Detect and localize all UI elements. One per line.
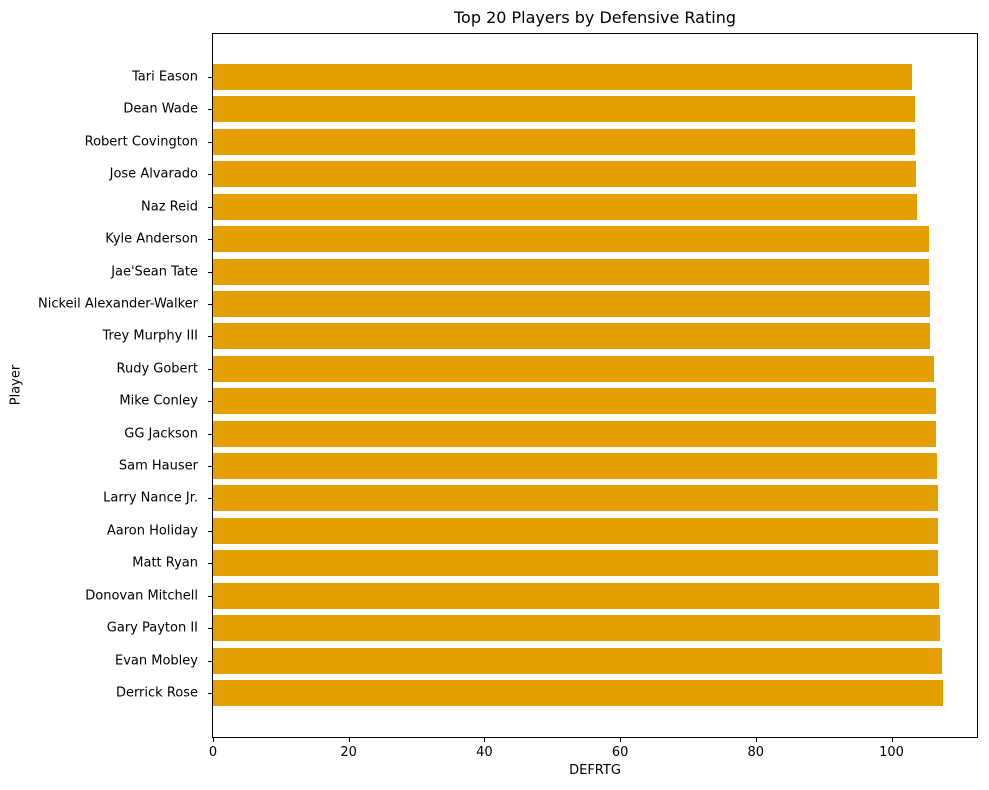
y-tick-mark <box>208 530 212 532</box>
y-tick-label: Matt Ryan <box>132 555 198 571</box>
y-tick-mark <box>208 141 212 143</box>
bar-tari-eason <box>213 64 912 90</box>
y-tick-mark <box>208 628 212 630</box>
y-tick-mark <box>208 693 212 694</box>
y-tick-label: Rudy Gobert <box>116 361 199 377</box>
y-tick-mark <box>208 174 212 176</box>
y-tick-label: Naz Reid <box>141 199 198 215</box>
bar-matt-ryan <box>213 550 939 577</box>
y-tick-label: Evan Mobley <box>115 653 198 669</box>
y-tick-mark <box>208 303 212 305</box>
y-tick-label: Jose Alvarado <box>109 166 198 182</box>
bar-rudy-gobert <box>213 355 934 382</box>
y-tick-mark <box>208 77 212 78</box>
x-tick-mark <box>348 738 350 742</box>
y-tick-mark <box>208 595 212 597</box>
x-tick-label: 80 <box>747 745 765 760</box>
x-tick-mark <box>213 738 214 742</box>
y-tick-mark <box>208 466 212 468</box>
bar-gary-payton-ii <box>213 615 941 642</box>
bar-naz-reid <box>213 193 918 220</box>
y-tick-mark <box>208 563 212 565</box>
y-tick-mark <box>208 368 212 370</box>
y-tick-label: Jae'Sean Tate <box>111 264 198 280</box>
y-tick-label: Tari Eason <box>132 69 198 85</box>
bar-jae-sean-tate <box>213 258 929 285</box>
x-tick-mark <box>891 738 893 742</box>
x-tick-label: 100 <box>879 745 904 760</box>
y-tick-label: Aaron Holiday <box>106 523 198 539</box>
bar-larry-nance-jr- <box>213 485 938 512</box>
bar-nickeil-alexander-walker <box>213 290 930 317</box>
bar-sam-hauser <box>213 453 937 480</box>
bar-derrick-rose <box>213 680 944 706</box>
y-tick-mark <box>208 109 212 111</box>
bar-jose-alvarado <box>213 161 916 188</box>
bar-evan-mobley <box>213 647 943 674</box>
x-tick-mark <box>755 738 757 742</box>
x-tick-mark <box>484 738 486 742</box>
y-tick-mark <box>208 401 212 403</box>
y-tick-mark <box>208 498 212 500</box>
y-tick-label: Sam Hauser <box>118 458 198 474</box>
x-tick-label: 20 <box>340 745 357 760</box>
y-tick-label: Kyle Anderson <box>105 231 198 247</box>
y-tick-label: Trey Murphy III <box>102 328 198 344</box>
y-axis-label: Player <box>8 364 24 406</box>
y-tick-mark <box>208 206 212 208</box>
y-tick-label: GG Jackson <box>124 426 198 442</box>
x-tick-label: 40 <box>476 745 493 760</box>
x-tick-label: 60 <box>611 745 629 760</box>
x-axis-label: DEFRTG <box>569 763 621 778</box>
y-tick-label: Mike Conley <box>119 393 198 409</box>
y-tick-mark <box>208 433 212 435</box>
y-tick-label: Derrick Rose <box>115 685 198 701</box>
y-tick-mark <box>208 239 212 241</box>
bar-kyle-anderson <box>213 226 929 253</box>
y-tick-label: Robert Covington <box>84 134 198 150</box>
bar-trey-murphy-iii <box>213 323 931 350</box>
y-tick-mark <box>208 660 212 662</box>
bar-mike-conley <box>213 388 937 415</box>
y-tick-label: Dean Wade <box>123 101 198 117</box>
y-tick-mark <box>208 336 212 338</box>
bar-robert-covington <box>213 128 916 155</box>
bar-donovan-mitchell <box>213 582 939 609</box>
plot-area <box>212 33 978 738</box>
y-tick-mark <box>208 271 212 273</box>
y-tick-labels: Tari Eason Dean Wade Robert Covington Jose … <box>0 33 206 738</box>
bar-gg-jackson <box>213 420 937 447</box>
y-tick-label: Gary Payton II <box>106 620 198 636</box>
y-tick-label: Nickeil Alexander-Walker <box>37 296 198 312</box>
x-tick-mark <box>620 738 622 742</box>
x-tick-label: 0 <box>208 745 218 760</box>
bar-aaron-holiday <box>213 517 938 544</box>
y-tick-label: Larry Nance Jr. <box>103 490 198 506</box>
bar-dean-wade <box>213 96 916 123</box>
y-tick-label: Donovan Mitchell <box>85 588 198 604</box>
chart-title: Top 20 Players by Defensive Rating <box>454 8 736 27</box>
